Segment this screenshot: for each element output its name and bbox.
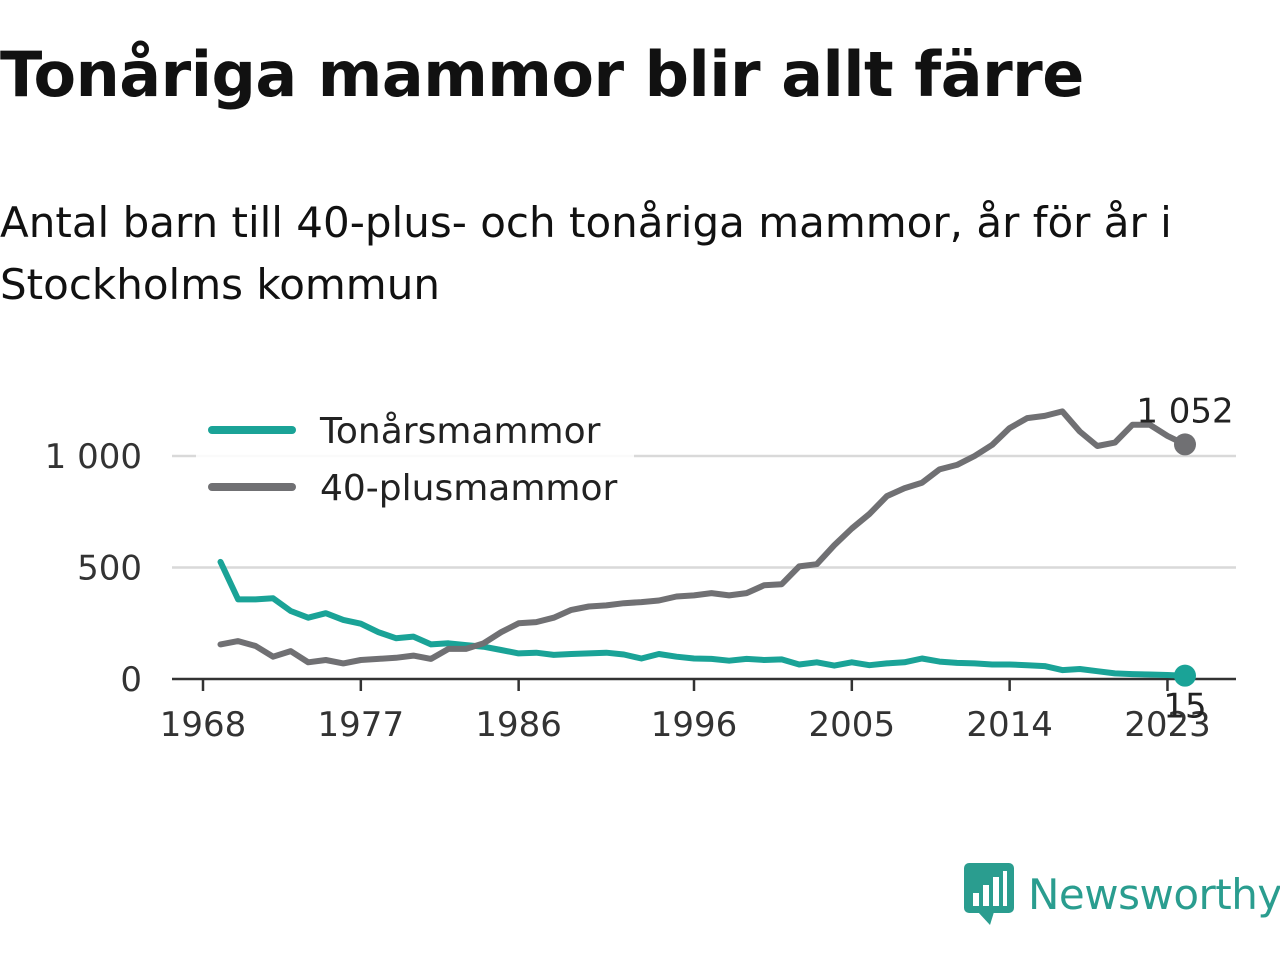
brand-name: Newsworthy: [1028, 869, 1280, 919]
legend-background: [196, 404, 634, 512]
x-tick-label: 1986: [475, 705, 562, 745]
newsworthy-logo-icon: [964, 863, 1014, 925]
legend-label-1: Tonårsmammor: [319, 411, 601, 452]
end-markers: 15 1 052: [1136, 391, 1233, 726]
page-title: Tonåriga mammor blir allt färre: [0, 38, 1084, 111]
legend: Tonårsmammor 40-plusmammor: [196, 404, 634, 512]
brand-logo: Newsworthy: [964, 862, 1280, 926]
legend-label-2: 40-plusmammor: [320, 468, 618, 509]
y-tick-label: 500: [77, 549, 142, 589]
chart-subtitle: Antal barn till 40-plus- och tonåriga ma…: [0, 198, 1172, 309]
end-value-label-2: 1 052: [1136, 391, 1233, 431]
series-line-1: [217, 558, 1188, 679]
x-tick-label: 1968: [160, 705, 247, 745]
x-tick-label: 2005: [809, 705, 896, 745]
series-line-2: [217, 408, 1188, 667]
y-axis: 0 500 1 000: [45, 437, 142, 700]
y-tick-label: 0: [120, 660, 142, 700]
x-tick-label: 1996: [651, 705, 738, 745]
x-tick-label: 2014: [966, 705, 1053, 745]
x-axis: 1968 1977 1986 1996 2005 2014 2023: [160, 677, 1236, 745]
x-tick-label: 1977: [318, 705, 405, 745]
end-point-1: [1174, 664, 1196, 687]
end-point-2: [1174, 433, 1196, 456]
series-lines: [217, 408, 1188, 679]
x-tick-label: 2023: [1124, 705, 1211, 745]
y-tick-label: 1 000: [45, 437, 142, 477]
end-value-label-1: 15: [1163, 687, 1206, 727]
